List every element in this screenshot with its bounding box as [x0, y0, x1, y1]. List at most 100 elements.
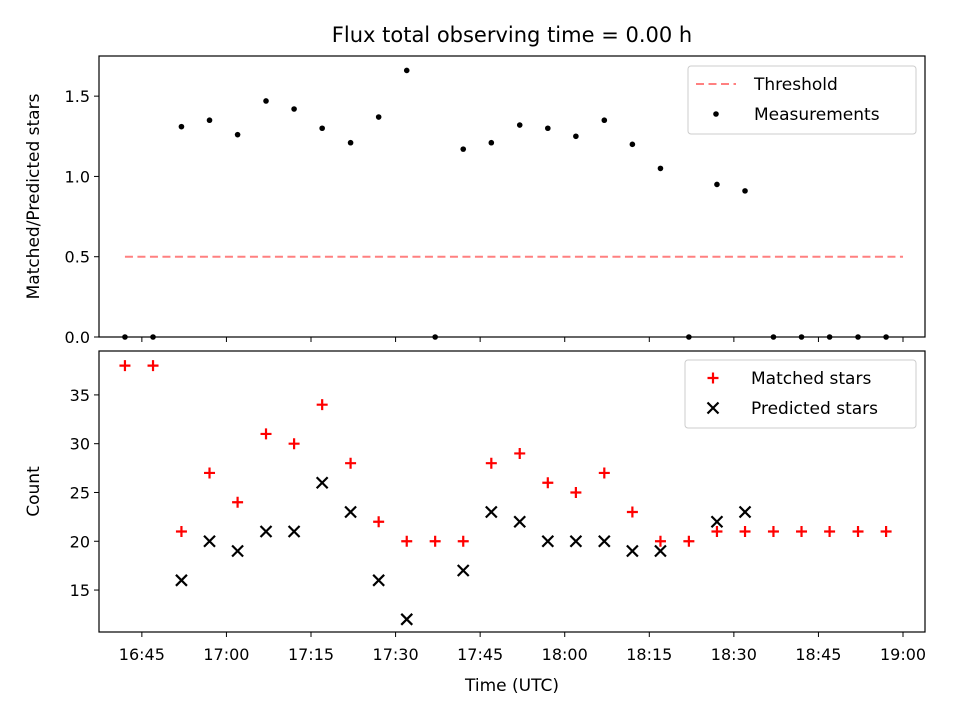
matched-point [796, 526, 808, 538]
matched-point [485, 457, 497, 469]
predicted-point [315, 476, 329, 489]
predicted-point [175, 574, 188, 587]
matched-point [175, 526, 187, 538]
measurement-point [826, 334, 833, 340]
y-tick-label: 25 [70, 483, 90, 502]
predicted-point [569, 534, 583, 548]
measurement-point [573, 133, 579, 140]
x-tick-label: 18:45 [795, 645, 841, 664]
predicted-point [626, 544, 639, 558]
predicted-point [259, 525, 273, 538]
matched-point [598, 467, 610, 479]
measurement-point [714, 181, 720, 188]
measurement-point [770, 334, 777, 340]
matched-point [119, 360, 131, 372]
measurement-point [178, 123, 185, 130]
predicted-point [654, 544, 667, 558]
measurement-point [291, 106, 297, 112]
predicted-point [710, 515, 724, 529]
matched-point [739, 526, 751, 538]
predicted-point [541, 534, 555, 548]
measurement-point [460, 146, 467, 152]
y-tick-label: 20 [70, 532, 90, 551]
matched-point [204, 467, 216, 479]
matched-point [880, 526, 892, 538]
matched-point [852, 526, 864, 538]
x-tick-label: 18:00 [542, 645, 588, 664]
y-tick-label: 1.5 [65, 87, 90, 106]
measurement-point [516, 122, 523, 128]
predicted-point [372, 574, 385, 587]
matched-point [260, 428, 272, 440]
measurement-point [319, 125, 325, 132]
matched-point [316, 399, 328, 411]
matched-point [767, 526, 779, 538]
matched-point [373, 516, 385, 528]
x-tick-label: 19:00 [880, 645, 926, 664]
matched-point [288, 438, 300, 450]
matched-point [683, 535, 695, 547]
matched-point [570, 486, 582, 498]
measurement-point [798, 334, 805, 340]
x-tick-label: 17:15 [288, 645, 334, 664]
measurement-point [601, 117, 608, 124]
predicted-point [485, 505, 498, 519]
predicted-point [738, 505, 752, 519]
legend-label: Threshold [753, 75, 838, 95]
matched-point [626, 506, 638, 518]
y-tick-label: 30 [70, 435, 90, 454]
y-axis-label: Matched/Predicted stars [24, 93, 44, 299]
measurement-point [234, 131, 241, 138]
y-tick-label: 1.0 [65, 167, 90, 186]
y-tick-label: 0.5 [65, 248, 90, 267]
x-tick-label: 17:45 [457, 645, 503, 664]
measurement-point [742, 188, 748, 194]
legend-matched-swatch [707, 372, 719, 384]
matched-point [654, 535, 666, 547]
bottom-panel: 15 20 25 30 35 16:45 17:00 17:15 17:30 17:45 18:00… [24, 350, 926, 664]
top-panel: 0.0 0.5 1.0 1.5 Matched/Predicted stars Thres… [24, 55, 926, 347]
measurement-point [432, 334, 438, 340]
chart-title: Flux total observing time = 0.00 h [332, 23, 692, 47]
matched-point [345, 457, 357, 469]
y-axis-label: Count [24, 466, 44, 517]
matched-point [542, 477, 554, 489]
predicted-point [287, 525, 301, 538]
matched-point [711, 526, 723, 538]
matched-point [824, 526, 836, 538]
legend-predicted-swatch [706, 401, 720, 415]
x-tick-label: 17:30 [373, 645, 419, 664]
x-axis-label: Time (UTC) [464, 676, 559, 696]
axes-frame [98, 55, 926, 338]
predicted-point [598, 534, 611, 548]
x-tick-label: 17:00 [203, 645, 249, 664]
y-tick-label: 15 [70, 581, 90, 600]
legend-label: Matched stars [751, 369, 871, 389]
matched-point [232, 496, 244, 508]
measurement-point [122, 334, 128, 340]
matched-point [147, 360, 159, 372]
legend-box [687, 65, 917, 135]
legend-measurement-swatch [713, 111, 719, 117]
measurement-point [403, 67, 410, 74]
matched-point [457, 535, 469, 547]
legend-label: Measurements [754, 105, 880, 125]
x-tick-label: 18:15 [626, 645, 672, 664]
matched-point [401, 535, 413, 547]
measurement-point [855, 334, 861, 340]
legend-box [684, 359, 917, 429]
measurement-point [206, 117, 213, 124]
matched-point [429, 535, 441, 547]
predicted-point [231, 544, 244, 558]
predicted-point [400, 613, 414, 626]
measurement-point [686, 334, 692, 340]
measurement-point [488, 139, 495, 146]
measurement-point [347, 139, 354, 146]
legend-label: Predicted stars [751, 399, 878, 419]
measurement-point [375, 114, 382, 120]
measurement-point [545, 125, 551, 132]
measurement-point [657, 165, 664, 172]
predicted-point [344, 505, 357, 519]
predicted-point [456, 564, 470, 577]
x-tick-label: 18:30 [711, 645, 757, 664]
